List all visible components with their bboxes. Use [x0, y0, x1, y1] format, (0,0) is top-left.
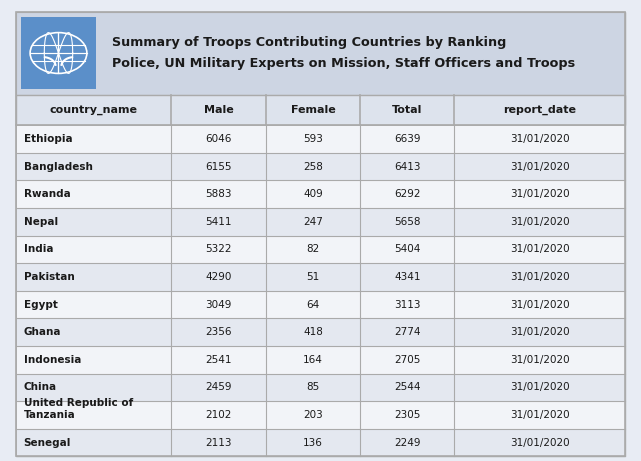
Bar — [16, 95, 625, 125]
Bar — [16, 429, 625, 456]
Text: Senegal: Senegal — [24, 437, 71, 448]
Text: Bangladesh: Bangladesh — [24, 162, 92, 171]
Text: 203: 203 — [303, 410, 323, 420]
Text: China: China — [24, 383, 57, 392]
Text: report_date: report_date — [503, 105, 576, 115]
Text: 31/01/2020: 31/01/2020 — [510, 272, 570, 282]
Text: 5404: 5404 — [394, 244, 420, 254]
Text: 6639: 6639 — [394, 134, 420, 144]
Text: 5411: 5411 — [205, 217, 232, 227]
Text: Police, UN Military Experts on Mission, Staff Officers and Troops: Police, UN Military Experts on Mission, … — [112, 57, 575, 70]
Text: 31/01/2020: 31/01/2020 — [510, 189, 570, 199]
Bar — [16, 291, 625, 319]
Text: Ethiopia: Ethiopia — [24, 134, 72, 144]
Text: Pakistan: Pakistan — [24, 272, 74, 282]
Text: Total: Total — [392, 105, 422, 115]
Bar — [16, 401, 625, 429]
Text: 2544: 2544 — [394, 383, 420, 392]
Text: 2102: 2102 — [205, 410, 231, 420]
Bar — [16, 180, 625, 208]
Text: 82: 82 — [306, 244, 319, 254]
Text: Nepal: Nepal — [24, 217, 58, 227]
Text: 5322: 5322 — [205, 244, 232, 254]
Text: Egypt: Egypt — [24, 300, 58, 310]
Text: 5883: 5883 — [205, 189, 232, 199]
Text: 31/01/2020: 31/01/2020 — [510, 355, 570, 365]
Text: 31/01/2020: 31/01/2020 — [510, 217, 570, 227]
Text: 2113: 2113 — [205, 437, 232, 448]
Text: Rwanda: Rwanda — [24, 189, 71, 199]
Text: 2705: 2705 — [394, 355, 420, 365]
Text: 418: 418 — [303, 327, 323, 337]
Text: 6155: 6155 — [205, 162, 232, 171]
Text: 2305: 2305 — [394, 410, 420, 420]
Text: 247: 247 — [303, 217, 323, 227]
Text: 409: 409 — [303, 189, 323, 199]
Text: 31/01/2020: 31/01/2020 — [510, 327, 570, 337]
Bar — [16, 125, 625, 153]
Text: 5658: 5658 — [394, 217, 420, 227]
Bar — [16, 263, 625, 291]
Text: 258: 258 — [303, 162, 323, 171]
Text: 136: 136 — [303, 437, 323, 448]
Bar — [16, 346, 625, 373]
Text: 31/01/2020: 31/01/2020 — [510, 300, 570, 310]
Text: 31/01/2020: 31/01/2020 — [510, 162, 570, 171]
Text: 2459: 2459 — [205, 383, 232, 392]
Text: Male: Male — [204, 105, 233, 115]
Text: 3049: 3049 — [205, 300, 231, 310]
Text: United Republic of
Tanzania: United Republic of Tanzania — [24, 398, 133, 420]
Bar — [16, 373, 625, 401]
Text: 593: 593 — [303, 134, 323, 144]
Text: 164: 164 — [303, 355, 323, 365]
Bar — [16, 153, 625, 180]
Bar — [16, 208, 625, 236]
Text: 51: 51 — [306, 272, 319, 282]
Bar — [21, 17, 96, 89]
Text: Female: Female — [290, 105, 335, 115]
Text: 2356: 2356 — [205, 327, 232, 337]
Text: 31/01/2020: 31/01/2020 — [510, 437, 570, 448]
Text: Ghana: Ghana — [24, 327, 62, 337]
Bar — [16, 12, 625, 95]
Text: country_name: country_name — [49, 105, 138, 115]
Text: 6413: 6413 — [394, 162, 420, 171]
Text: 6292: 6292 — [394, 189, 420, 199]
Text: 4341: 4341 — [394, 272, 420, 282]
Bar — [16, 319, 625, 346]
Text: 2774: 2774 — [394, 327, 420, 337]
Text: 85: 85 — [306, 383, 319, 392]
Text: 64: 64 — [306, 300, 319, 310]
Text: 4290: 4290 — [205, 272, 231, 282]
Text: 31/01/2020: 31/01/2020 — [510, 244, 570, 254]
Text: 3113: 3113 — [394, 300, 420, 310]
Text: Indonesia: Indonesia — [24, 355, 81, 365]
Text: 2249: 2249 — [394, 437, 420, 448]
Text: 6046: 6046 — [205, 134, 231, 144]
Text: Summary of Troops Contributing Countries by Ranking: Summary of Troops Contributing Countries… — [112, 36, 506, 49]
Text: 31/01/2020: 31/01/2020 — [510, 383, 570, 392]
Text: 31/01/2020: 31/01/2020 — [510, 134, 570, 144]
Text: India: India — [24, 244, 53, 254]
Text: 2541: 2541 — [205, 355, 232, 365]
Bar — [16, 236, 625, 263]
Text: 31/01/2020: 31/01/2020 — [510, 410, 570, 420]
